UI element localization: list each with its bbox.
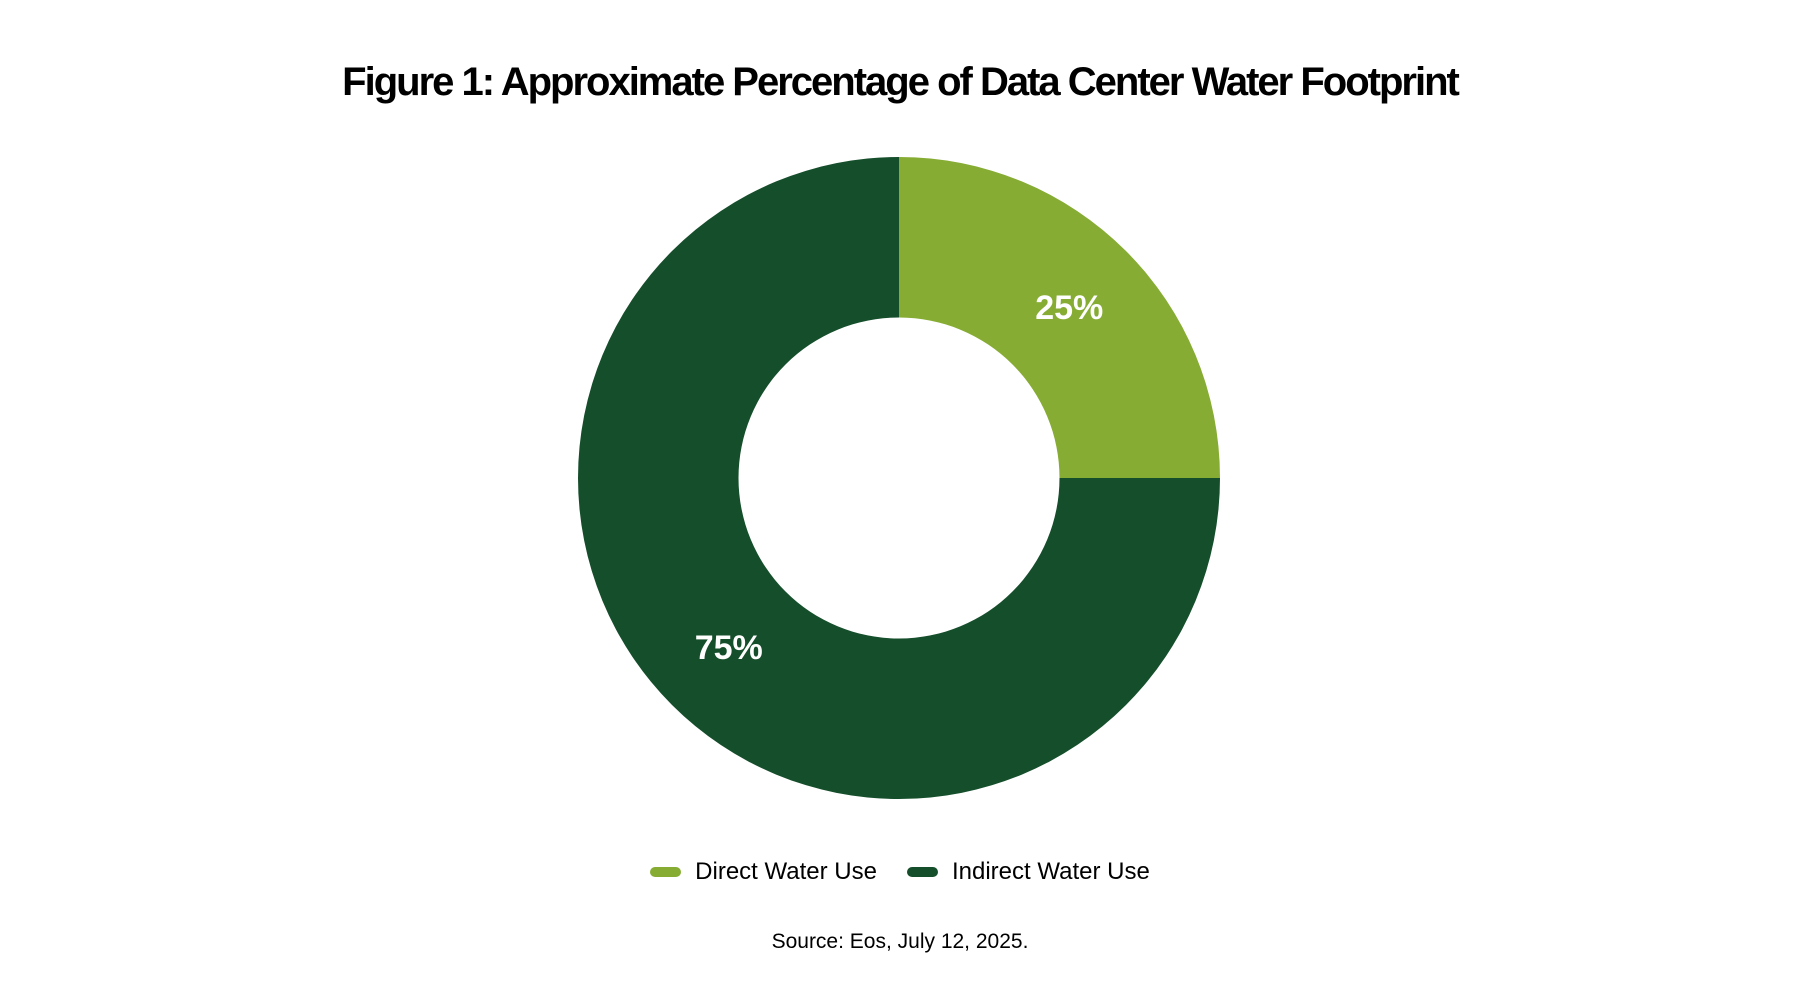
slice-data-label-direct-water-use: 25% (1035, 289, 1103, 327)
legend-label-indirect: Indirect Water Use (951, 858, 1150, 885)
donut-chart: 25% 75% (578, 157, 1220, 799)
source-note: Source: Eos, July 12, 2025. (771, 930, 1029, 953)
slice-data-label-indirect-water-use: 75% (695, 629, 763, 667)
legend-item-indirect-water-use: Indirect Water Use (906, 858, 1150, 885)
legend-swatch-indirect-icon (906, 867, 938, 877)
chart-legend: Direct Water Use Indirect Water Use (0, 855, 1800, 889)
legend-label-direct: Direct Water Use (695, 858, 877, 885)
donut-slice-direct-water-use (899, 157, 1220, 478)
legend-item-direct-water-use: Direct Water Use (650, 860, 877, 884)
figure-title: Figure 1: Approximate Percentage of Data… (342, 60, 1460, 104)
donut-slice-indirect-water-use (578, 157, 1220, 799)
legend-swatch-direct-icon (650, 867, 682, 877)
